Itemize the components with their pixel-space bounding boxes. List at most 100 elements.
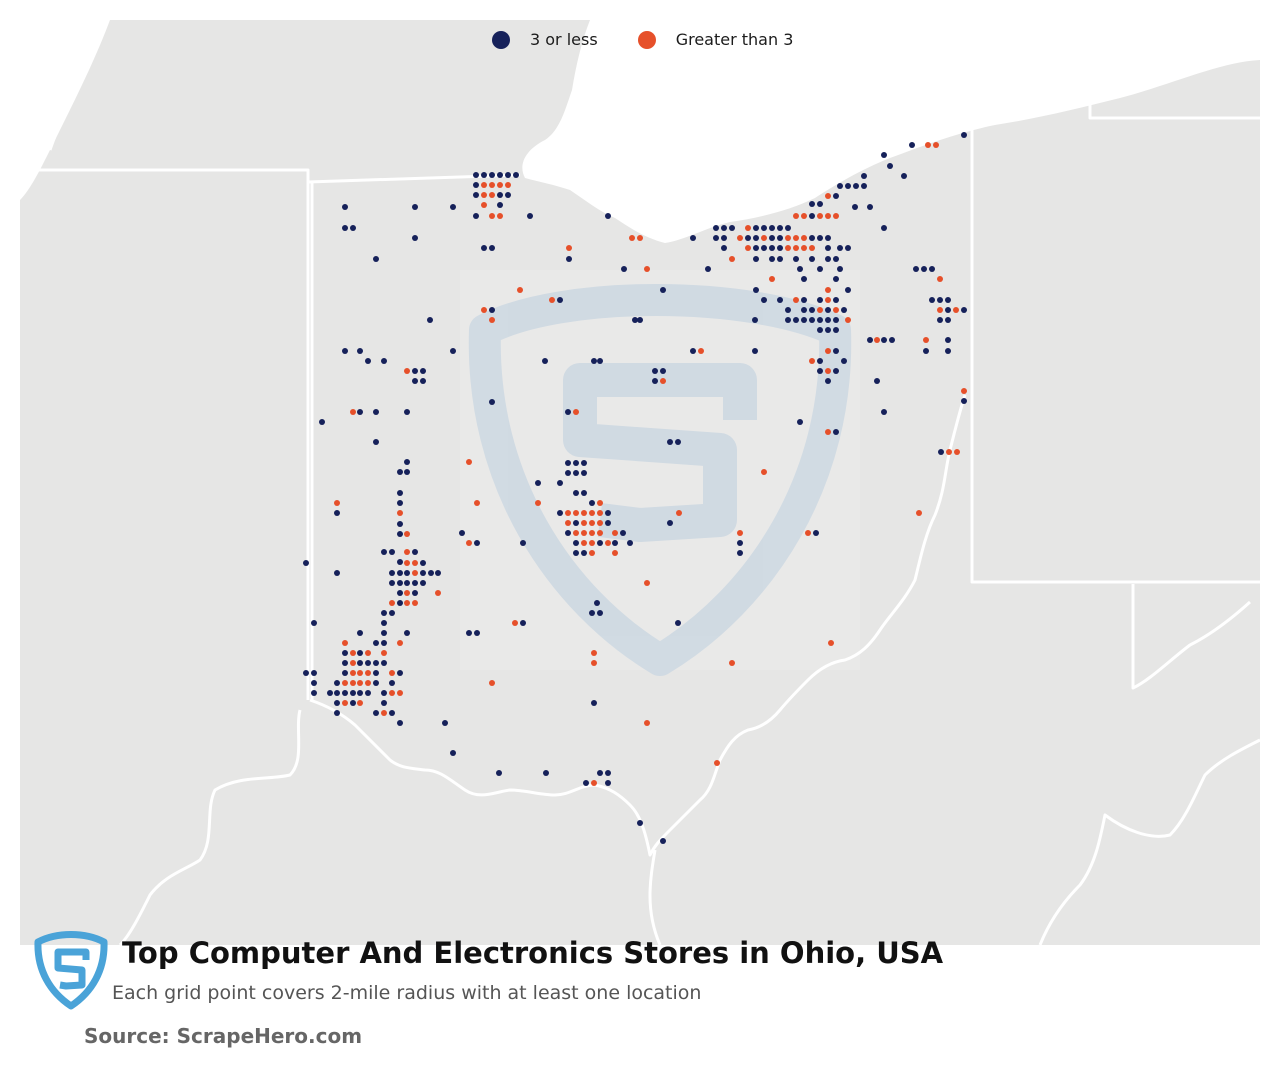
grid-point-low [573,460,579,466]
grid-point-low [334,680,340,686]
grid-point-low [365,690,371,696]
grid-point-low [427,317,433,323]
grid-point-high [573,409,579,415]
grid-point-low [381,700,387,706]
grid-point-high [565,510,571,516]
grid-point-low [442,720,448,726]
grid-point-high [761,469,767,475]
grid-point-high [565,520,571,526]
grid-point-high [573,530,579,536]
grid-point-low [342,690,348,696]
grid-point-low [581,550,587,556]
grid-point-high [589,520,595,526]
grid-point-high [566,245,572,251]
grid-point-low [817,235,823,241]
grid-point-high [714,760,720,766]
grid-point-high [729,660,735,666]
grid-point-low [637,317,643,323]
grid-point-low [334,690,340,696]
grid-point-high [644,266,650,272]
grid-point-low [573,490,579,496]
grid-point-low [412,580,418,586]
grid-point-low [852,204,858,210]
grid-point-high [342,700,348,706]
grid-point-low [373,640,379,646]
ohio-store-density-map [20,20,1261,945]
grid-point-low [497,202,503,208]
grid-point-high [365,680,371,686]
grid-point-low [420,368,426,374]
grid-point-low [412,235,418,241]
grid-point-high [404,368,410,374]
grid-point-high [629,235,635,241]
grid-point-low [845,287,851,293]
grid-point-low [887,163,893,169]
grid-point-low [867,337,873,343]
grid-point-low [357,650,363,656]
grid-point-low [837,245,843,251]
grid-point-low [513,172,519,178]
grid-point-high [489,213,495,219]
grid-point-low [769,235,775,241]
grid-point-high [389,670,395,676]
grid-point-high [793,213,799,219]
grid-point-high [365,670,371,676]
grid-point-high [612,550,618,556]
grid-point-low [373,256,379,262]
grid-point-low [591,358,597,364]
grid-point-low [769,245,775,251]
grid-point-low [690,348,696,354]
grid-point-low [845,183,851,189]
grid-point-low [542,358,548,364]
grid-point-low [404,459,410,465]
grid-point-high [342,640,348,646]
grid-point-low [632,317,638,323]
grid-point-low [412,590,418,596]
watermark-backdrop [460,270,860,670]
grid-point-low [327,690,333,696]
grid-point-low [881,337,887,343]
grid-point-low [660,368,666,374]
grid-point-low [833,297,839,303]
grid-point-low [311,670,317,676]
grid-point-low [581,490,587,496]
grid-point-high [793,235,799,241]
grid-point-high [589,530,595,536]
grid-point-high [357,700,363,706]
grid-point-low [761,225,767,231]
grid-point-low [334,570,340,576]
grid-point-low [833,348,839,354]
grid-point-low [573,520,579,526]
grid-point-low [404,580,410,586]
grid-point-high [597,500,603,506]
grid-point-low [817,317,823,323]
grid-point-high [505,182,511,188]
grid-point-low [589,610,595,616]
grid-point-high [833,213,839,219]
grid-point-low [342,204,348,210]
grid-point-high [845,317,851,323]
grid-point-low [817,266,823,272]
grid-point-low [597,770,603,776]
grid-point-high [801,213,807,219]
grid-point-low [397,570,403,576]
grid-point-low [381,620,387,626]
grid-point-high [481,202,487,208]
grid-point-low [825,235,831,241]
grid-point-low [591,700,597,706]
legend-high-label: Greater than 3 [675,30,794,49]
grid-point-high [817,307,823,313]
grid-point-high [350,409,356,415]
grid-point-low [365,660,371,666]
grid-point-high [589,550,595,556]
grid-point-low [833,256,839,262]
grid-point-high [874,337,880,343]
grid-point-low [397,580,403,586]
grid-point-low [357,348,363,354]
grid-point-low [303,670,309,676]
grid-points [303,132,967,844]
grid-point-low [357,630,363,636]
grid-point-high [489,192,495,198]
grid-point-high [737,530,743,536]
grid-point-low [945,337,951,343]
